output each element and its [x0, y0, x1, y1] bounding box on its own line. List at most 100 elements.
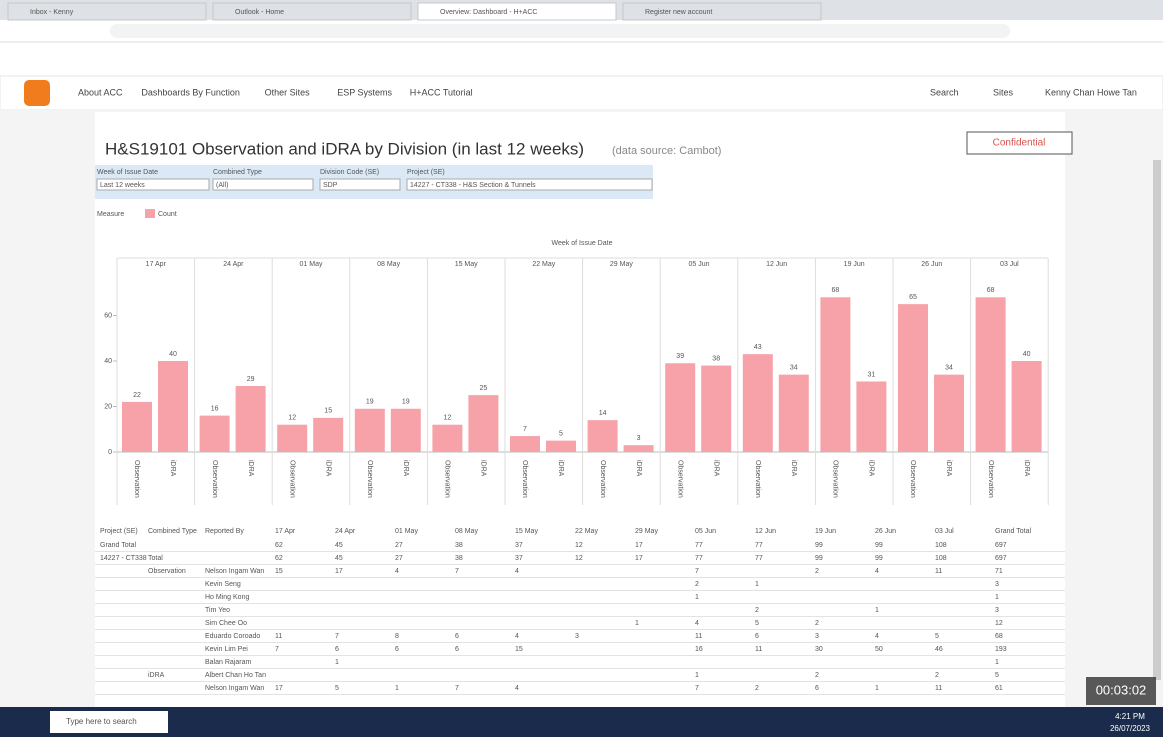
table-cell: 3: [995, 581, 999, 588]
table-cell: 12: [995, 620, 1003, 627]
bar-value: 19: [402, 399, 410, 406]
bar[interactable]: [820, 297, 851, 452]
taskbar-search[interactable]: [50, 711, 168, 733]
bar[interactable]: [432, 424, 463, 452]
tab[interactable]: [622, 2, 822, 21]
table-cell: 4: [695, 620, 699, 627]
table-cell: 77: [755, 555, 763, 562]
table-cell: 1: [695, 672, 699, 679]
bar[interactable]: [856, 381, 887, 452]
table-header: 29 May: [635, 528, 658, 535]
bar[interactable]: [1011, 361, 1042, 452]
table-cell: 38: [455, 555, 463, 562]
type-label: Observation: [832, 460, 839, 498]
table-cell: 108: [935, 542, 947, 549]
bar[interactable]: [623, 445, 654, 452]
source: (data source: Cambot): [612, 145, 721, 157]
bar[interactable]: [158, 361, 188, 452]
table-cell: Ho Ming Kong: [205, 594, 249, 601]
table-cell: 11: [935, 568, 942, 575]
week-label: 08 May: [377, 261, 400, 268]
table-cell: 45: [335, 555, 343, 562]
tab[interactable]: [212, 2, 412, 21]
table-cell: 2: [815, 568, 819, 575]
scrollbar[interactable]: [1153, 160, 1161, 680]
table-header: Combined Type: [148, 528, 197, 535]
bar[interactable]: [665, 363, 696, 452]
nav-sites[interactable]: Sites: [993, 87, 1014, 97]
nav-user[interactable]: Kenny Chan Howe Tan: [1045, 87, 1137, 97]
bar-value: 68: [832, 287, 840, 294]
filter-select[interactable]: [212, 178, 314, 191]
logo[interactable]: [24, 80, 50, 106]
table-cell: 108: [935, 555, 947, 562]
filter-label: Project (SE): [407, 169, 445, 176]
y-tick-label: 60: [104, 312, 112, 319]
bar[interactable]: [701, 365, 732, 452]
nav-item[interactable]: Other Sites: [265, 87, 311, 97]
table-cell: Tim Yeo: [205, 607, 230, 614]
tab-title: Overview: Dashboard - H+ACC: [440, 9, 537, 16]
table-cell: 2: [755, 685, 759, 692]
tab[interactable]: [417, 2, 617, 21]
bar[interactable]: [354, 408, 385, 452]
bar[interactable]: [468, 395, 499, 452]
bar[interactable]: [587, 420, 618, 452]
bar[interactable]: [934, 374, 964, 452]
bar[interactable]: [546, 440, 576, 452]
nav-search[interactable]: Search: [930, 87, 959, 97]
bar[interactable]: [390, 408, 421, 452]
table-cell: Albert Chan Ho Tan: [205, 672, 266, 679]
timer-box: [1086, 677, 1156, 705]
table-cell: 2: [815, 620, 819, 627]
table-cell: 77: [695, 555, 703, 562]
filter-select[interactable]: [406, 178, 653, 191]
timer: 00:03:02: [1096, 682, 1147, 697]
table-cell: 3: [995, 607, 999, 614]
table-header: 01 May: [395, 528, 418, 535]
table-cell: 11: [935, 685, 942, 692]
bar[interactable]: [313, 417, 344, 452]
table-cell: 1: [875, 685, 879, 692]
bar[interactable]: [277, 424, 308, 452]
table-cell: 6: [455, 633, 459, 640]
clock-time: 4:21 PM: [1115, 712, 1145, 721]
filter-label: Combined Type: [213, 169, 262, 176]
nav-item[interactable]: Dashboards By Function: [141, 87, 240, 97]
table-cell: 7: [275, 646, 279, 653]
bar[interactable]: [122, 401, 152, 452]
bar[interactable]: [742, 354, 773, 452]
table-cell: 4: [875, 568, 879, 575]
filter-select[interactable]: [319, 178, 401, 191]
table-cell: 71: [995, 568, 1003, 575]
table-cell: Observation: [148, 568, 186, 575]
table-cell: 2: [695, 581, 699, 588]
bar[interactable]: [510, 436, 540, 452]
type-label: iDRA: [635, 460, 642, 477]
bar-value: 3: [637, 435, 641, 442]
bar-value: 16: [211, 405, 219, 412]
bar[interactable]: [199, 415, 230, 452]
clock-date: 26/07/2023: [1110, 724, 1151, 733]
tab[interactable]: [7, 2, 207, 21]
table-cell: 46: [935, 646, 943, 653]
filter-label: Division Code (SE): [320, 169, 379, 176]
table-cell: Grand Total: [100, 542, 137, 549]
bar-value: 14: [599, 410, 607, 417]
type-label: Observation: [133, 460, 140, 498]
nav-item[interactable]: H+ACC Tutorial: [410, 87, 473, 97]
type-label: Observation: [676, 460, 683, 498]
table-header: Reported By: [205, 528, 244, 535]
bar[interactable]: [898, 304, 928, 452]
tab-title: Inbox - Kenny: [30, 9, 74, 16]
table-cell: 5: [755, 620, 759, 627]
url-field[interactable]: [110, 24, 1010, 38]
nav-item[interactable]: About ACC: [78, 87, 123, 97]
nav-item[interactable]: ESP Systems: [337, 87, 392, 97]
bar-value: 29: [247, 376, 255, 383]
filter-select[interactable]: [96, 178, 210, 191]
bar[interactable]: [778, 374, 809, 452]
bar[interactable]: [235, 386, 266, 452]
bar[interactable]: [975, 297, 1006, 452]
